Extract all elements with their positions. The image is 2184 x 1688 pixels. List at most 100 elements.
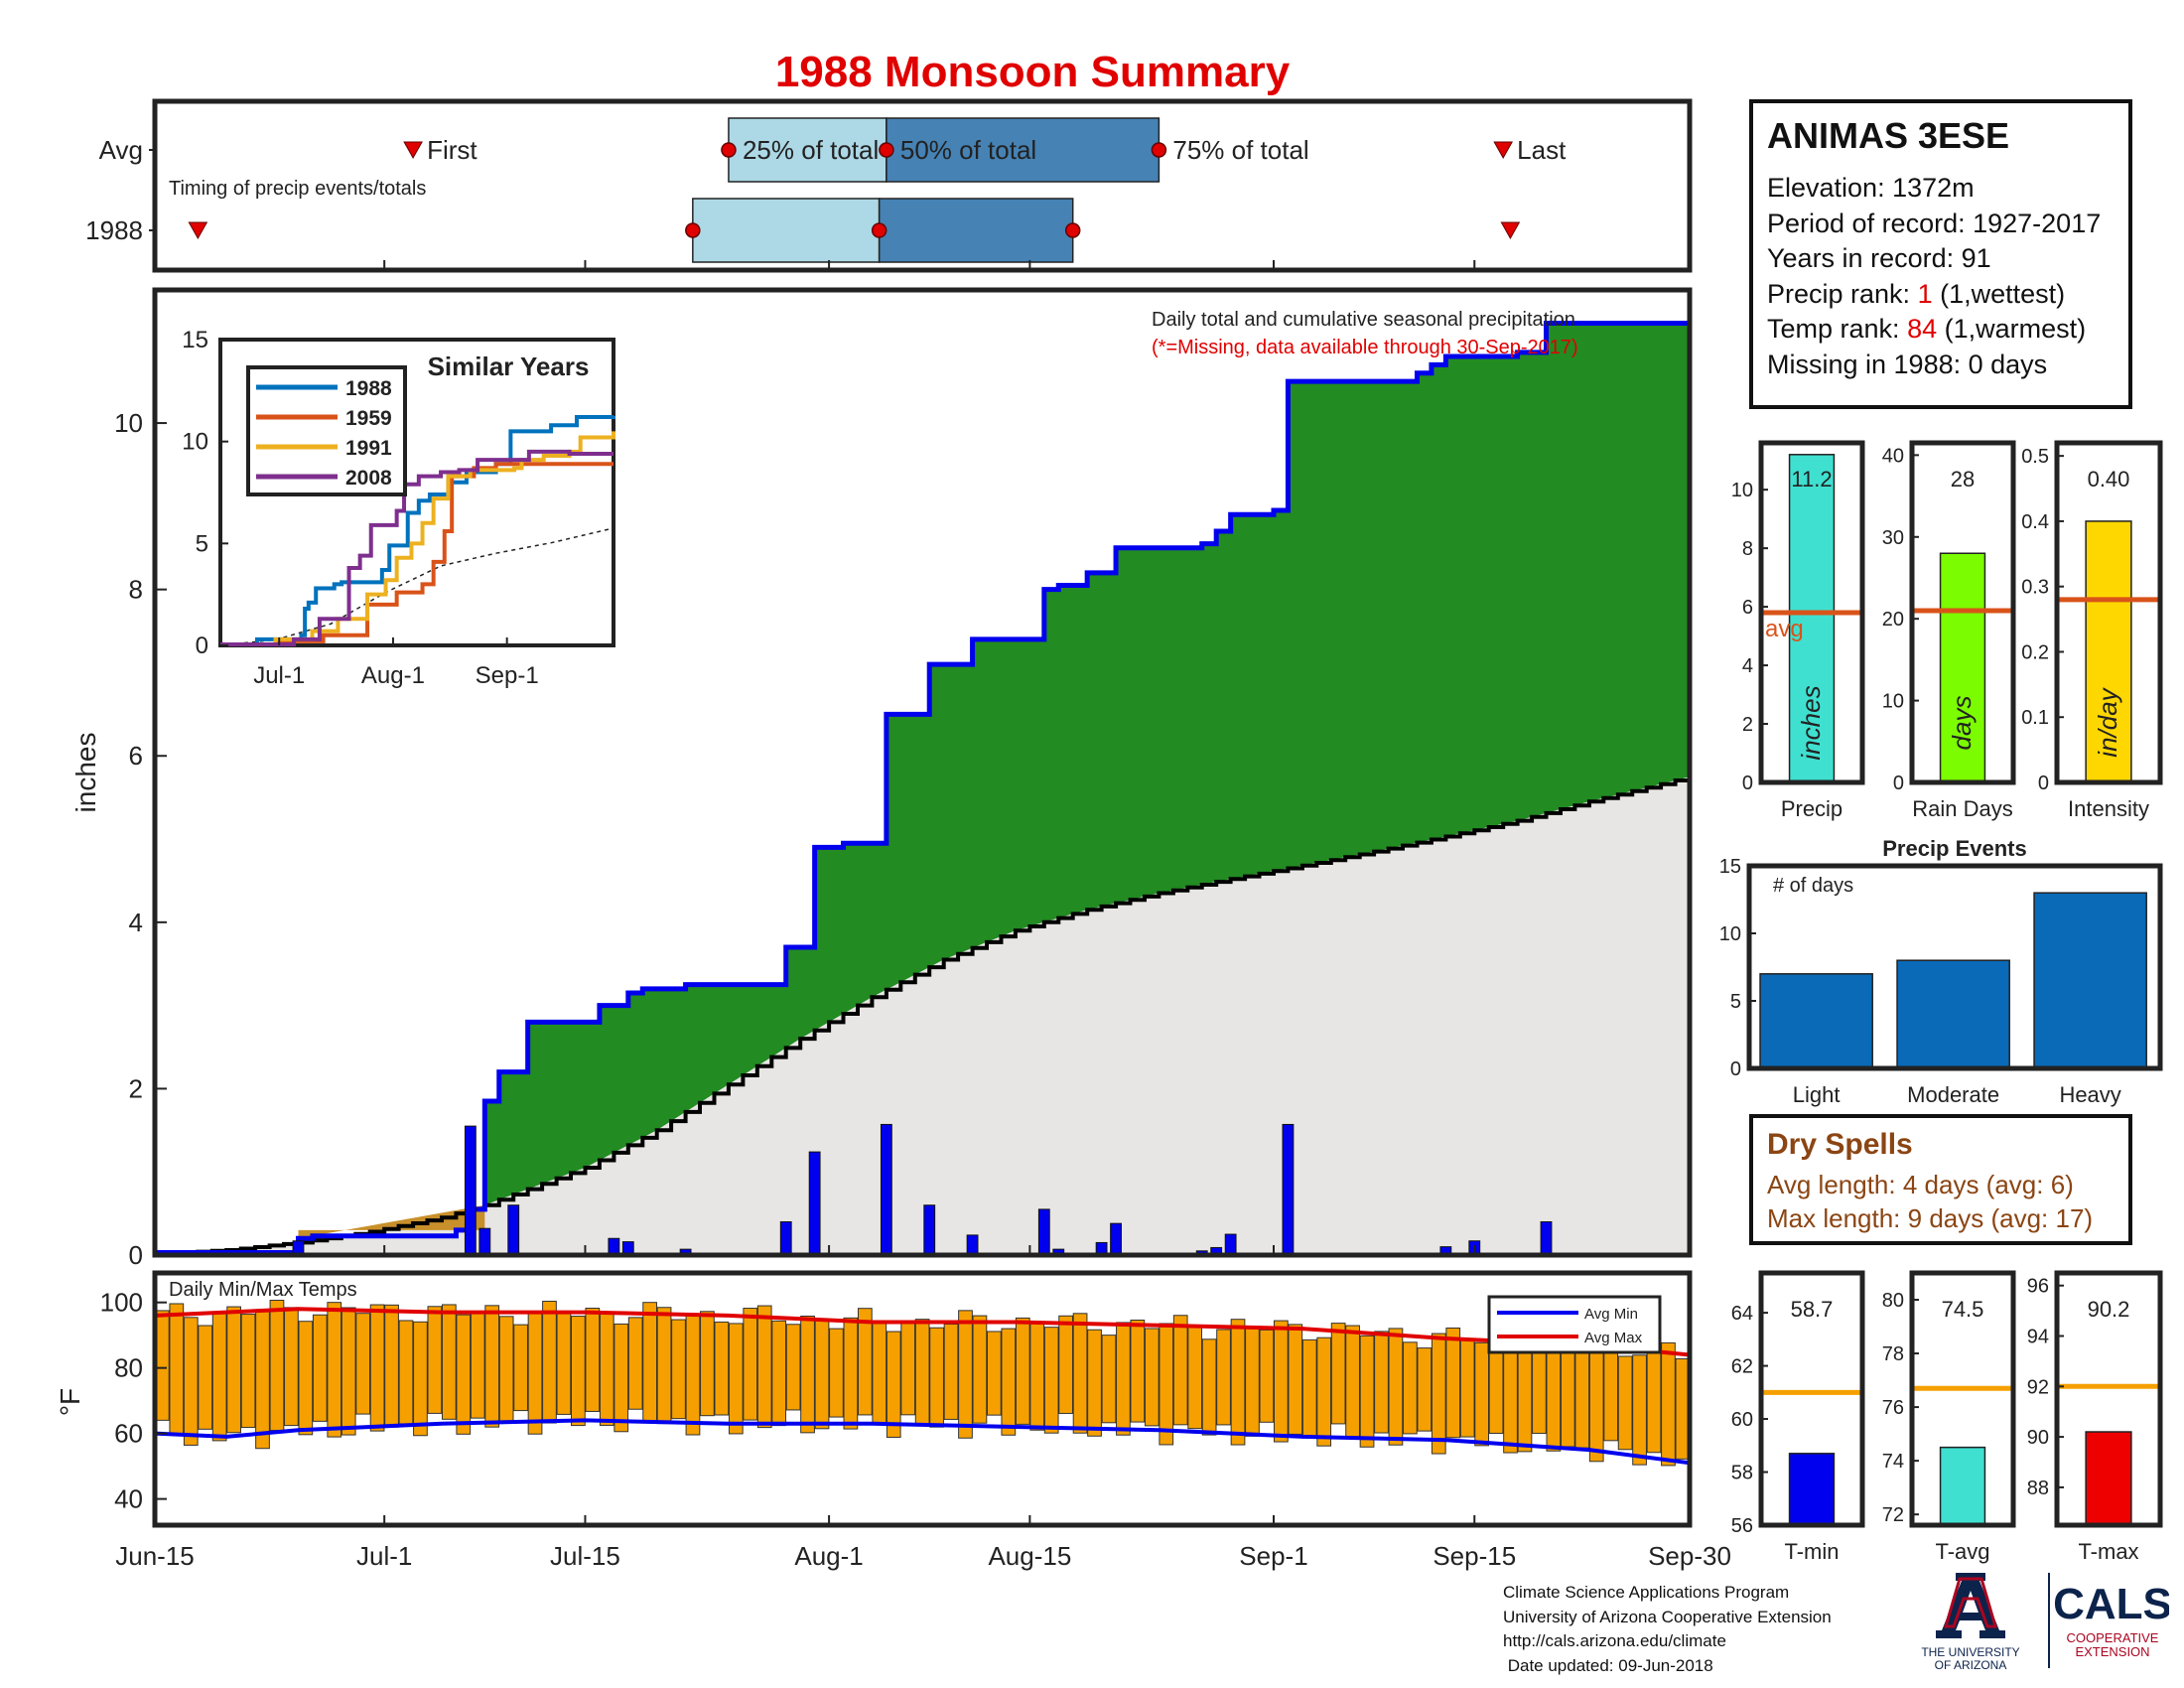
totals_raindays-bar [1939, 552, 1986, 783]
daily-temp-bar [1015, 1317, 1030, 1425]
daily-temp-bar [1603, 1343, 1619, 1442]
daily-temp-bar [1431, 1333, 1446, 1455]
events-y-tick-label: 5 [1730, 991, 1741, 1013]
totals_precip-y-tick-label: 6 [1742, 597, 1753, 619]
daily-temp-bar [700, 1311, 715, 1417]
timing-q1-bar [728, 117, 887, 183]
climatology-line [155, 776, 1692, 1257]
tavg-y-tick-label: 80 [1882, 1290, 1904, 1312]
timing-row-label: Avg [99, 135, 143, 165]
totals_raindays-y-tick-label: 10 [1882, 691, 1904, 713]
daily-temp-bar [198, 1325, 213, 1430]
timing-row-label: 1988 [85, 215, 143, 245]
daily-temp-bar [542, 1300, 557, 1424]
elevation-text: Elevation: 1372m [1767, 173, 1975, 203]
daily-temp-bar [1632, 1354, 1647, 1466]
tavg-y-tick-label: 74 [1882, 1451, 1904, 1473]
timing-q2-bar [886, 117, 1160, 183]
daily-temp-bar [1116, 1322, 1131, 1436]
daily-temp-bar [900, 1323, 916, 1416]
date-tick-label: Jul-15 [550, 1541, 620, 1571]
cals-logo-line2: EXTENSION [2075, 1644, 2149, 1659]
cumulative-1988-area [155, 319, 1690, 1255]
tmin-y-tick-label: 62 [1731, 1356, 1753, 1378]
daily-temp-bar [513, 1324, 528, 1412]
temp-rank-suffix: (1,warmest) [1937, 314, 2087, 344]
totals_precip-y-tick-label: 0 [1742, 773, 1753, 794]
temps-plot-frame [152, 1270, 1693, 1528]
daily-temp-bar [1646, 1339, 1662, 1454]
daily-temp-bar [714, 1321, 730, 1416]
missing-text: Missing in 1988: 0 days [1767, 349, 2048, 379]
daily-temp-bar [1130, 1320, 1146, 1423]
legend-label-1988: 1988 [345, 377, 392, 400]
totals_raindays-category-label: Rain Days [1912, 796, 2012, 821]
daily-temp-bar [1330, 1323, 1346, 1425]
tavg-bar [1939, 1446, 1986, 1526]
university-of-arizona-logo: THE UNIVERSITY OF ARIZONA [1921, 1573, 2020, 1672]
timing-q2-bar [878, 198, 1074, 263]
daily-precip-bar [464, 1125, 477, 1256]
events-y-tick-label: 0 [1730, 1058, 1741, 1080]
tmax-panel-frame [2054, 1270, 2163, 1528]
first-event-marker [403, 141, 423, 160]
credits-line: University of Arizona Cooperative Extens… [1503, 1607, 1832, 1626]
temps-y-tick-label: 80 [114, 1353, 143, 1383]
precip-event-bar-heavy [2033, 892, 2147, 1069]
period-text: Period of record: 1927-2017 [1767, 208, 2102, 238]
daily-temp-bar [1159, 1323, 1174, 1446]
daily-temp-bar [843, 1317, 859, 1430]
daily-precip-bar [966, 1234, 979, 1256]
daily-precip-bar [608, 1237, 620, 1256]
daily-temp-bar [1273, 1320, 1289, 1443]
daily-temp-bar [1087, 1329, 1102, 1437]
totals_precip-value-label: 11.2 [1791, 467, 1832, 492]
tavg-y-tick-label: 72 [1882, 1504, 1904, 1526]
date-tick-label: Jun-15 [115, 1541, 195, 1571]
tavg-category-label: T-avg [1935, 1539, 1989, 1564]
daily-temp-bar [614, 1323, 629, 1433]
temps-legend-label: Avg Min [1584, 1306, 1638, 1323]
cals-logo-text: CALS [2053, 1580, 2169, 1628]
inset-x-tick-label: Aug-1 [361, 662, 425, 689]
daily-temp-bar [1503, 1341, 1518, 1454]
totals_precip-y-tick-label: 4 [1742, 655, 1753, 677]
avg-max-line [154, 1307, 1691, 1357]
daily-precip-bar [1110, 1222, 1122, 1256]
daily-temp-bar [743, 1308, 758, 1421]
similar-years-climatology-line [219, 527, 614, 646]
daily-temp-bar [1301, 1338, 1317, 1439]
totals_intensity-y-tick-label: 0.3 [2021, 577, 2049, 599]
totals_precip-category-label: Precip [1781, 796, 1843, 821]
inset-y-tick-label: 15 [182, 327, 208, 353]
daily-temp-bar [427, 1306, 443, 1414]
dry-max-length: Max length: 9 days (avg: 17) [1767, 1203, 2094, 1233]
page-title: 1988 Monsoon Summary [774, 48, 1291, 96]
daily-temp-bar [1172, 1315, 1188, 1426]
totals_intensity-y-tick-label: 0 [2038, 773, 2049, 794]
daily-precip-bar [923, 1204, 936, 1256]
last-event-marker [1493, 141, 1514, 160]
temps-title: Daily Min/Max Temps [169, 1279, 357, 1301]
deficit-area [298, 1204, 485, 1239]
daily-temp-bar [987, 1331, 1002, 1416]
daily-temp-bar [1187, 1326, 1203, 1430]
tmin-y-tick-label: 60 [1731, 1409, 1753, 1431]
p25-marker [685, 222, 701, 238]
tmax-category-label: T-max [2078, 1539, 2138, 1564]
daily-temp-bar [1001, 1328, 1017, 1436]
daily-precip-bar [880, 1123, 892, 1256]
precip-rank-suffix: (1,wettest) [1932, 278, 2066, 309]
first-label: First [427, 135, 478, 165]
cals-logo: CALS COOPERATIVE EXTENSION [2048, 1573, 2169, 1668]
daily-temp-bar [384, 1304, 399, 1428]
daily-temp-bar [1288, 1324, 1303, 1435]
totals_precip-y-tick-label: 10 [1731, 480, 1753, 501]
daily-precip-bar [808, 1151, 821, 1256]
daily-temp-bar [284, 1307, 299, 1427]
dry-avg-length: Avg length: 4 days (avg: 6) [1767, 1170, 2074, 1199]
date-tick-label: Aug-15 [988, 1541, 1071, 1571]
tmax-y-tick-label: 88 [2027, 1477, 2049, 1499]
daily-temp-bar [1374, 1331, 1389, 1434]
tmax-value-label: 90.2 [2088, 1297, 2130, 1322]
